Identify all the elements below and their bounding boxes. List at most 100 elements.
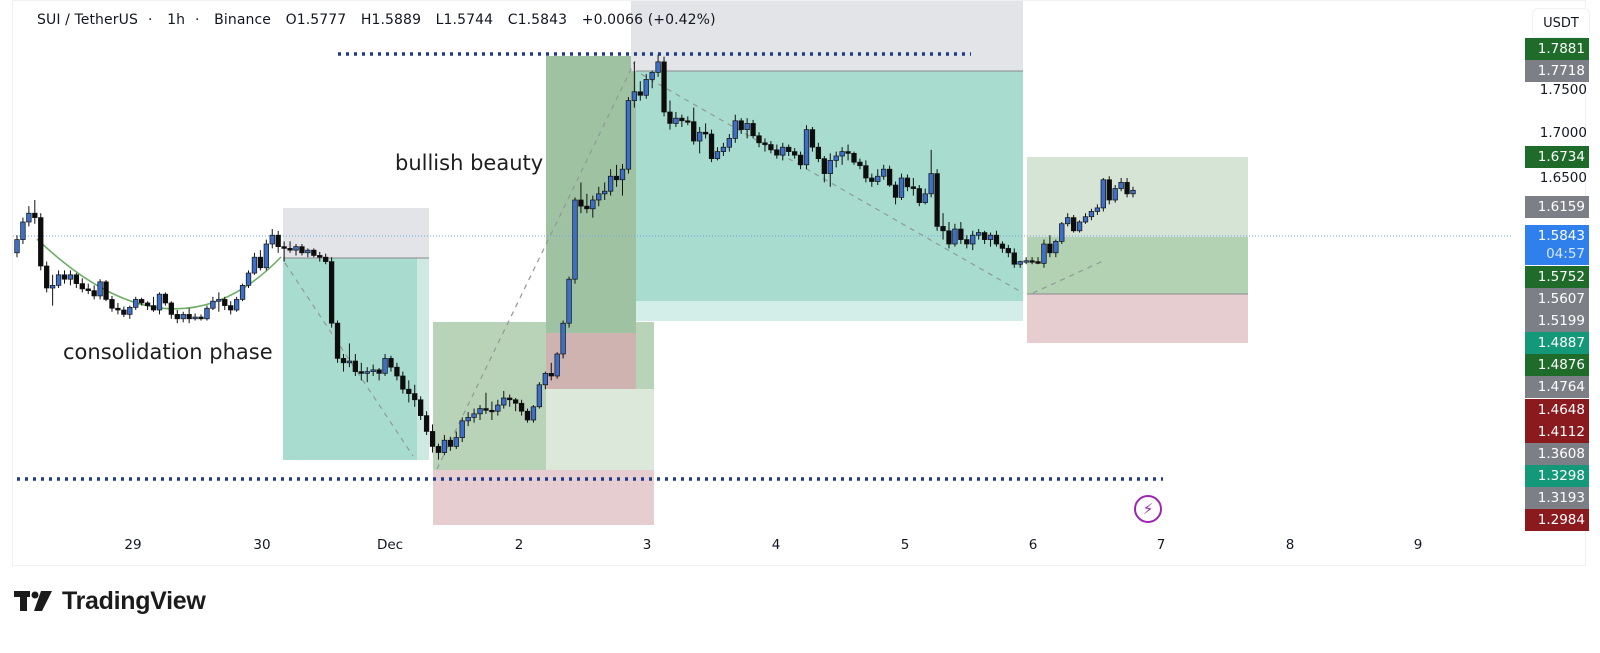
candle-up: [542, 373, 548, 386]
trend-line-down-1: [284, 262, 414, 457]
legend-close: C1.5843: [507, 12, 568, 28]
candle-up: [216, 299, 222, 302]
price-level-badge: 1.5607: [1525, 288, 1589, 310]
time-tick: 6: [1028, 537, 1038, 553]
annotation-bullish-beauty[interactable]: bullish beauty: [395, 151, 544, 175]
candle-down: [815, 146, 822, 159]
chart-pane[interactable]: SUI / TetherUS · 1h · Binance O1.5777 H1.5…: [12, 0, 1590, 566]
candle-down: [845, 151, 851, 154]
price-level-badge: 1.7718: [1525, 60, 1589, 82]
candle-up: [180, 314, 186, 320]
candlestick-plot[interactable]: [13, 1, 1513, 531]
currency-unit-button[interactable]: USDT: [1532, 8, 1590, 38]
candle-down: [910, 186, 917, 189]
stop-zone-short-1: [283, 208, 429, 258]
candle-down: [483, 408, 489, 411]
candle-up: [607, 175, 614, 192]
candle-down: [786, 146, 792, 152]
candle-up: [14, 239, 20, 254]
candle-down: [791, 151, 798, 156]
candle-down: [964, 239, 970, 245]
candle-up: [127, 307, 133, 315]
candle-up: [263, 243, 269, 269]
candle-up: [210, 300, 216, 309]
candle-down: [334, 322, 341, 359]
candle-up: [441, 439, 448, 453]
lightning-event-icon[interactable]: ⚡: [1134, 495, 1162, 523]
candle-up: [49, 285, 56, 289]
target-zone-short-2-edge: [636, 301, 1023, 321]
price-tick: 1.7000: [1539, 125, 1587, 141]
price-scale[interactable]: 1.7500 1.7000 1.6500 1.7881 1.7718 1.6734 1.61…: [1525, 38, 1591, 531]
trend-line-down-2: [640, 73, 1024, 294]
candle-down: [352, 360, 359, 372]
candle-down: [73, 274, 80, 284]
candle-up: [192, 316, 198, 320]
candle-down: [109, 299, 115, 309]
candle-down: [797, 154, 804, 166]
candle-down: [851, 153, 857, 163]
candle-up: [1059, 223, 1065, 242]
candle-up: [1023, 260, 1029, 263]
candle-down: [91, 290, 97, 297]
candle-down: [429, 431, 436, 447]
candle-down: [198, 316, 204, 320]
legend-open: O1.5777: [285, 12, 347, 28]
tradingview-logo[interactable]: TradingView: [14, 587, 206, 616]
price-level-badge: 1.4648: [1525, 399, 1589, 421]
candle-up: [780, 146, 786, 156]
time-tick: 3: [642, 537, 652, 553]
tradingview-logo-icon: [14, 590, 52, 611]
candle-up: [566, 278, 572, 324]
candle-down: [708, 133, 715, 159]
candle-down: [512, 399, 519, 404]
long-2-extension: [546, 389, 654, 470]
bar-countdown: 04:57: [1546, 246, 1585, 262]
candle-up: [67, 274, 74, 280]
candle-up: [839, 151, 845, 157]
candle-up: [619, 168, 626, 181]
candle-down: [281, 246, 287, 249]
candle-down: [174, 314, 180, 320]
candle-up: [881, 168, 887, 177]
candle-up: [501, 397, 507, 406]
annotation-consolidation-phase[interactable]: consolidation phase: [63, 340, 273, 364]
candle-down: [702, 131, 709, 135]
candle-up: [987, 234, 994, 240]
candle-down: [762, 142, 768, 145]
legend-interval[interactable]: 1h: [167, 12, 186, 28]
candle-up: [744, 123, 750, 130]
candle-up: [1017, 261, 1023, 265]
candle-down: [869, 177, 875, 182]
candle-up: [245, 272, 252, 286]
candle-down: [115, 307, 121, 311]
price-level-badge: 1.4112: [1525, 421, 1589, 443]
candle-down: [162, 293, 169, 304]
candle-down: [1005, 248, 1011, 254]
candle-up: [293, 246, 299, 251]
candle-up: [1118, 182, 1124, 189]
price-level-badge: 1.5199: [1525, 310, 1589, 332]
candle-up: [833, 155, 839, 161]
legend-symbol[interactable]: SUI / TetherUS: [37, 12, 138, 28]
price-level-badge: 1.2984: [1525, 509, 1589, 531]
candle-up: [554, 353, 560, 377]
brand-name: TradingView: [62, 587, 206, 615]
candle-up: [1112, 188, 1118, 201]
target-zone-long-3: [1027, 237, 1248, 294]
candle-down: [489, 409, 495, 413]
candle-down: [376, 369, 382, 374]
price-level-badge: 1.4764: [1525, 376, 1589, 398]
price-level-badge: 1.5752: [1525, 266, 1589, 288]
candle-down: [524, 410, 531, 421]
time-tick: 8: [1285, 537, 1295, 553]
candle-down: [578, 199, 584, 207]
candle-up: [204, 307, 210, 320]
time-axis[interactable]: 29 30 Dec 2 3 4 5 6 7 8 9: [13, 537, 1513, 555]
time-tick: 4: [771, 537, 781, 553]
candle-up: [1076, 221, 1083, 232]
candle-down: [584, 205, 590, 210]
candle-down: [768, 144, 774, 151]
candle-down: [1106, 179, 1112, 201]
candle-up: [1065, 217, 1071, 225]
